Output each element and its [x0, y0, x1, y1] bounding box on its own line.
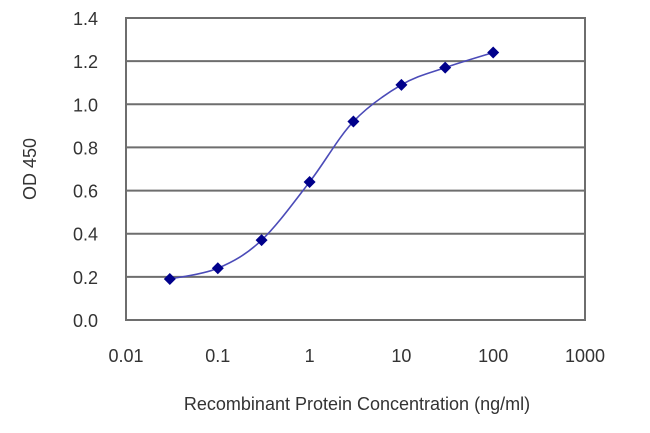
x-axis-title: Recombinant Protein Concentration (ng/ml… [184, 394, 530, 414]
x-tick-label: 10 [391, 346, 411, 366]
data-point-diamond-icon [347, 115, 360, 128]
y-tick-label: 0.2 [73, 268, 98, 288]
y-tick-label: 0.4 [73, 225, 98, 245]
data-point-diamond-icon [303, 175, 316, 188]
data-point-diamond-icon [487, 46, 500, 59]
plot-area-frame [125, 17, 586, 321]
data-point-diamond-icon [211, 262, 224, 275]
data-point-diamond-icon [395, 78, 408, 91]
x-tick-label: 1000 [565, 346, 605, 366]
y-tick-label: 0.8 [73, 138, 98, 158]
x-tick-label: 0.01 [108, 346, 143, 366]
y-axis-tick-labels: 0.0 0.2 0.4 0.6 0.8 1.0 1.2 1.4 [73, 9, 98, 331]
data-point-diamond-icon [439, 61, 452, 74]
series-line [169, 51, 494, 280]
y-axis-title: OD 450 [20, 138, 40, 200]
data-point-diamond-icon [163, 273, 176, 286]
y-tick-label: 1.0 [73, 95, 98, 115]
x-tick-label: 0.1 [205, 346, 230, 366]
y-tick-label: 0.6 [73, 182, 98, 202]
x-tick-label: 1 [305, 346, 315, 366]
gridlines [126, 17, 585, 321]
y-tick-label: 1.4 [73, 9, 98, 29]
series-markers [163, 46, 500, 286]
y-tick-label: 0.0 [73, 311, 98, 331]
x-tick-label: 100 [478, 346, 508, 366]
data-point-diamond-icon [255, 234, 268, 247]
x-axis-tick-labels: 0.01 0.1 1 10 100 1000 [108, 346, 605, 366]
y-tick-label: 1.2 [73, 52, 98, 72]
